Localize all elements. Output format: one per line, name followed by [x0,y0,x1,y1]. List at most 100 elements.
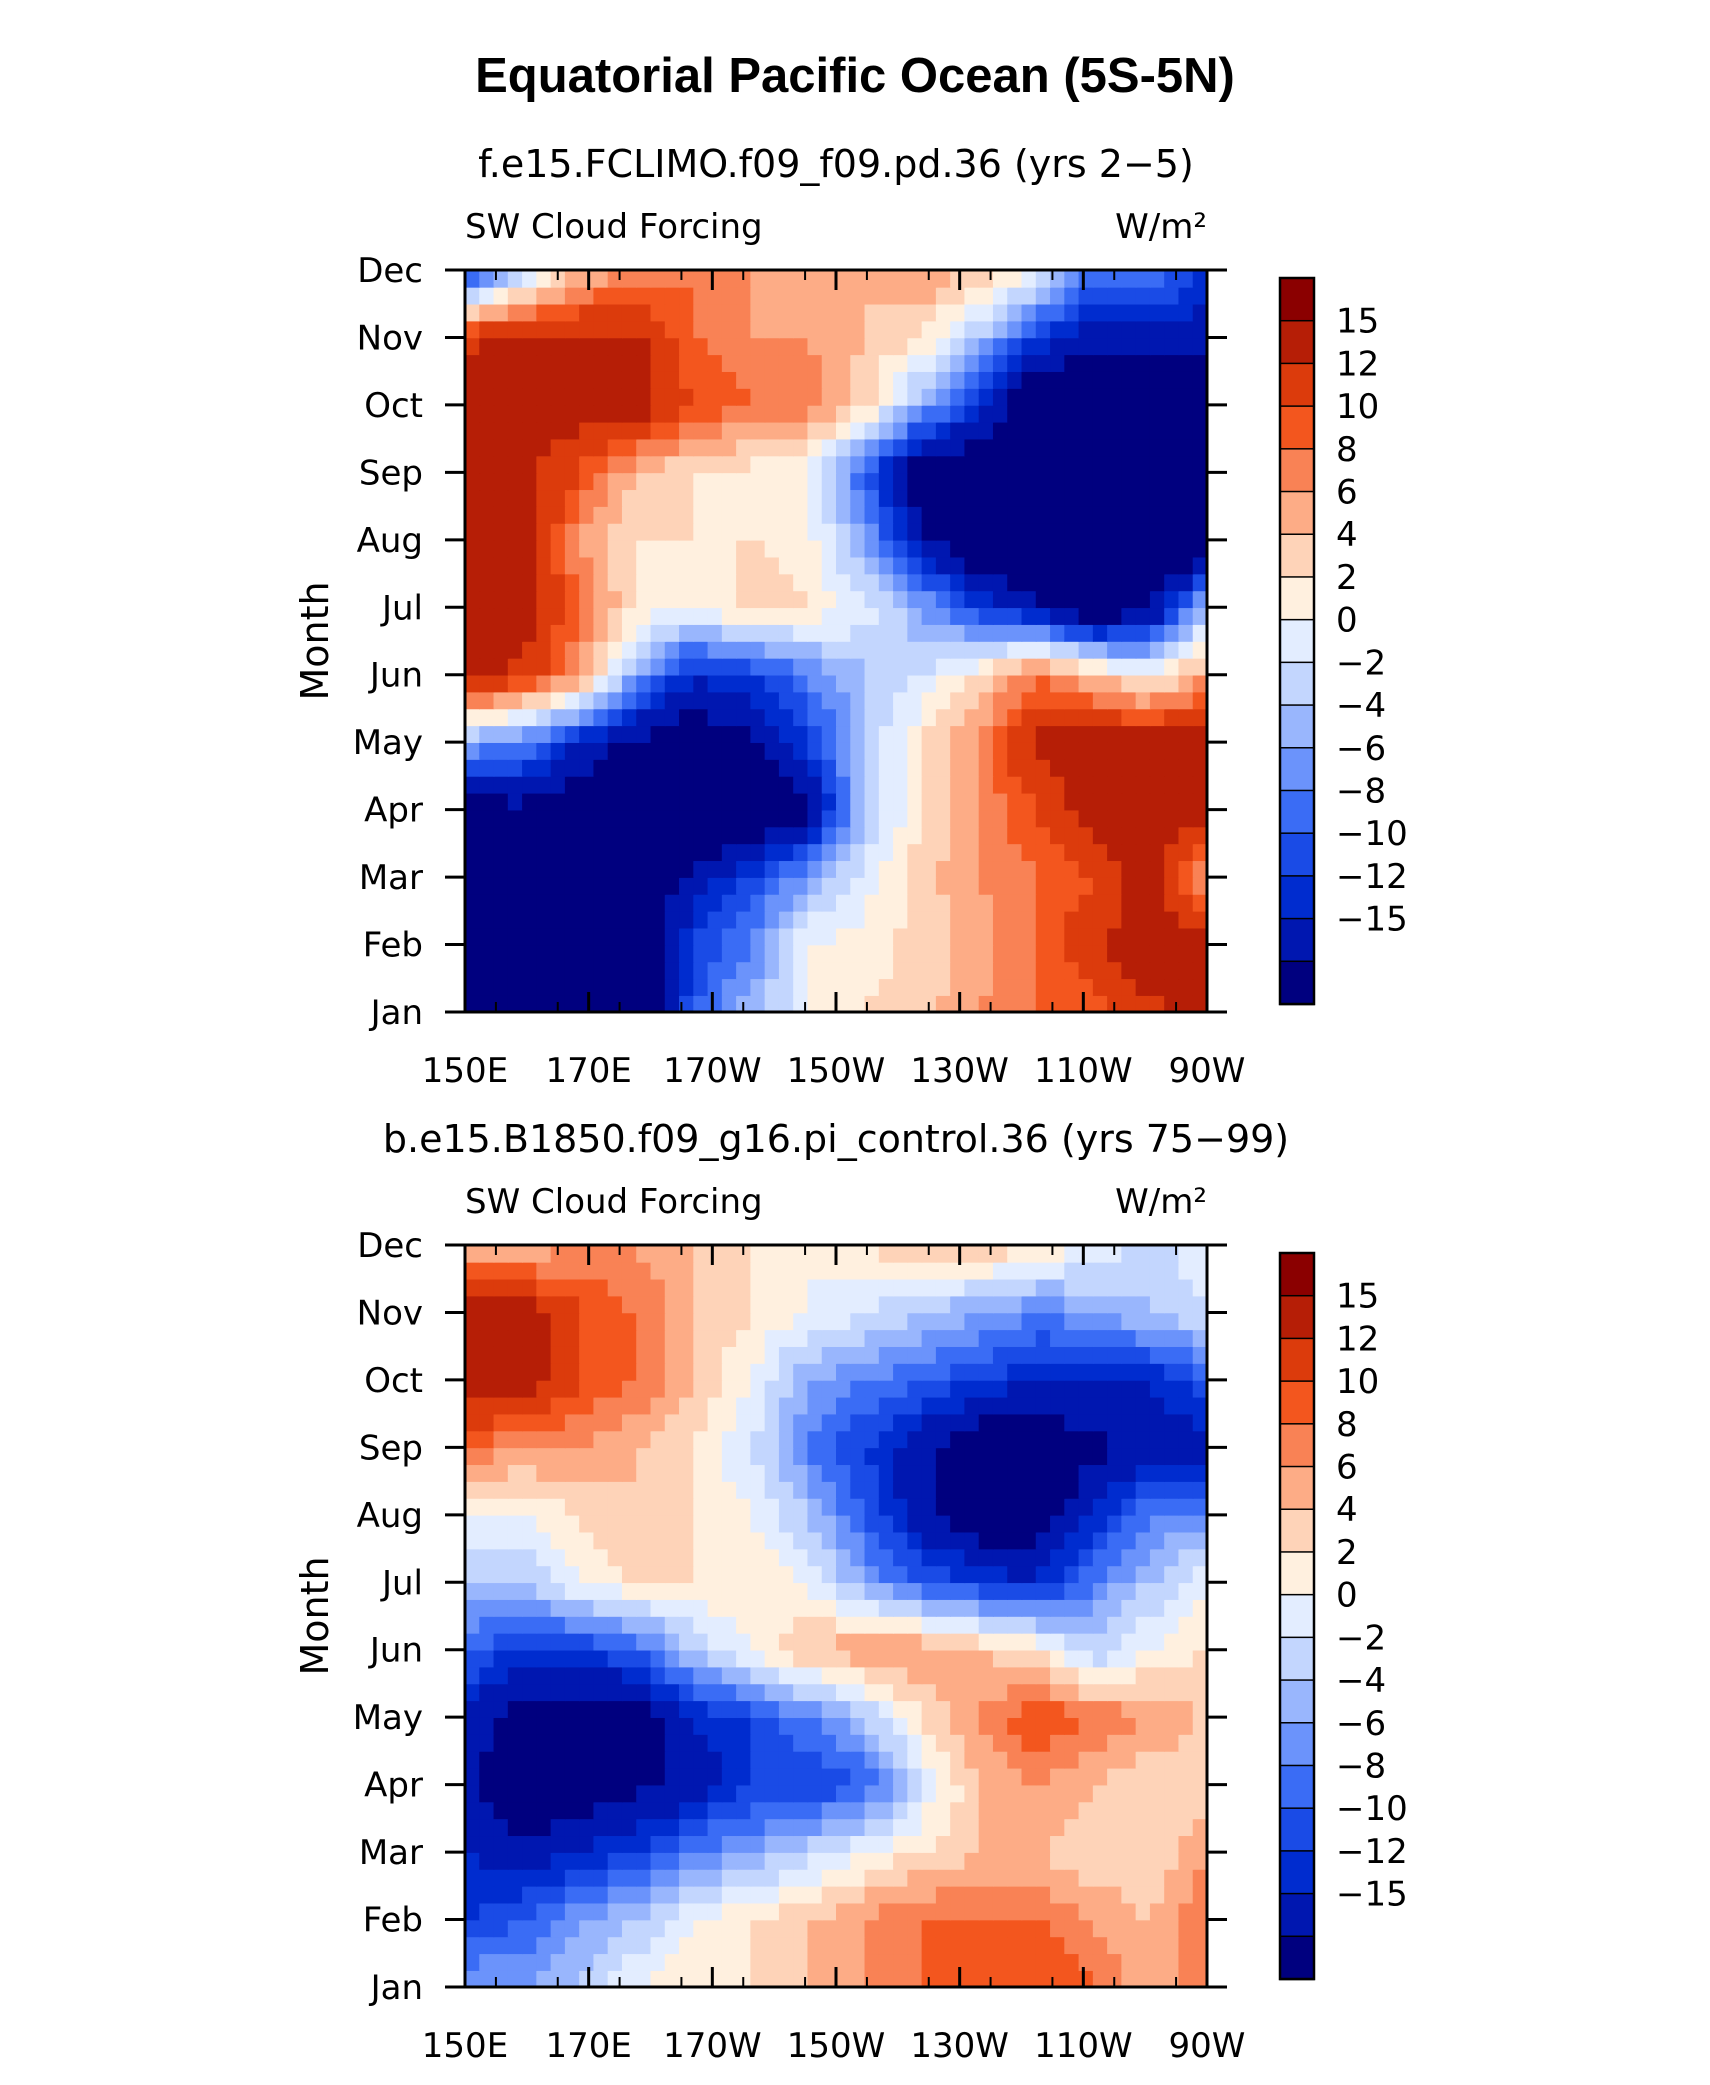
plot2-cell [978,1464,994,1482]
plot2-cell [950,1514,966,1533]
plot2-cell [522,1919,538,1938]
plot1-cell [836,809,852,828]
plot2-cell [493,1430,509,1449]
plot1-cell [593,641,609,659]
plot1-cell [764,860,780,878]
plot1-cell [1092,792,1108,811]
plot2-cell [493,1295,509,1314]
plot1-cell [679,607,695,625]
plot2-cell [579,1936,595,1955]
plot2-cell [1149,1379,1165,1398]
plot1-cell [1078,624,1094,642]
plot2-cell [1050,1430,1066,1449]
plot1-cell [1164,388,1180,406]
plot1-cell [1164,472,1180,491]
plot2-cell [807,1447,823,1466]
plot2-cell [1135,1312,1151,1331]
plot2-cell [821,1481,837,1499]
plot2-colorbar-swatch [1279,1807,1315,1853]
plot1-cell [736,590,752,609]
plot2-cell [536,1700,552,1718]
plot2-cell [621,1565,638,1584]
plot2-cell [550,1430,566,1449]
plot2-cell [1164,1295,1180,1314]
plot1-cell [479,506,495,524]
plot2-cell [878,1346,894,1364]
plot2-cell [921,1565,937,1584]
plot2-cell [636,1835,652,1853]
plot1-cell [850,792,866,811]
plot2-cell [664,1514,680,1533]
plot1-cell [1035,438,1051,457]
plot1-cell [921,759,937,777]
plot1-cell [536,624,552,642]
plot1-cell [536,893,552,912]
plot2-cell [579,1616,595,1634]
plot2-cell [807,1514,823,1533]
plot1-cell [736,303,752,322]
plot2-cell [878,1497,894,1516]
plot1-cell [1178,877,1194,895]
plot2-cell [707,1548,723,1567]
plot1-cell [807,270,823,288]
plot2-cell [907,1599,923,1617]
plot1-cell [1192,775,1208,794]
plot2-cell [1135,1666,1151,1685]
plot2-cell [1021,1734,1037,1752]
plot1-cell [864,472,880,491]
plot2-cell [850,1835,866,1853]
plot2-x-tick-label: 130W [910,2026,1009,2066]
plot1-cell [1035,472,1051,491]
plot1-cell [636,978,652,996]
plot1-cell [764,792,780,811]
plot1-colorbar-frame [1278,276,1316,1006]
plot2-cell [978,1481,994,1499]
plot2-cell [1192,1818,1208,1837]
plot1-cell [1035,270,1051,288]
plot1-cell [1092,270,1108,288]
plot1-cell [1021,388,1037,406]
plot2-cell [1064,1278,1080,1297]
plot1-cell [1135,657,1151,676]
plot2-cell [978,1632,994,1651]
plot1-cell [778,354,794,372]
plot1-cell [893,607,909,625]
plot2-cell [964,1430,980,1449]
plot2-cell [750,1970,766,1988]
plot2-cell [893,1616,909,1634]
plot2-cell [465,1329,481,1347]
plot1-cell [950,320,966,339]
plot1-cell [978,506,994,524]
plot1-cell [564,843,580,862]
plot2-cell [493,1514,509,1533]
plot2-cell [636,1767,652,1786]
plot1-cell [593,809,609,828]
plot2-cell [1078,1953,1094,1971]
plot2-cell [807,1717,823,1735]
plot2-cell [836,1818,852,1837]
plot2-cell [1164,1953,1180,1971]
plot1-cell [878,809,894,828]
plot2-cell [593,1902,609,1921]
plot2-cell [1035,1885,1051,1904]
plot1-cell [750,759,766,777]
plot1-cell [1149,303,1165,322]
plot1-cell [1192,944,1208,963]
plot1-cell [836,320,852,339]
plot1-cell [778,522,794,541]
plot1-cell [950,843,966,862]
plot1-cell [507,522,523,541]
plot2-cell [607,1464,623,1482]
plot2-cell [650,1750,666,1769]
plot2-cell [764,1666,780,1685]
plot1-cell [821,742,837,760]
plot1-cell [1021,438,1037,457]
plot1-cell [1135,303,1151,322]
plot2-cell [921,1548,937,1567]
plot2-cell [593,1346,609,1364]
plot1-cell [893,489,909,507]
plot1-cell [921,961,937,980]
plot2-cell [1064,1295,1080,1314]
plot1-cell [522,270,538,288]
plot1-cell [736,657,752,676]
